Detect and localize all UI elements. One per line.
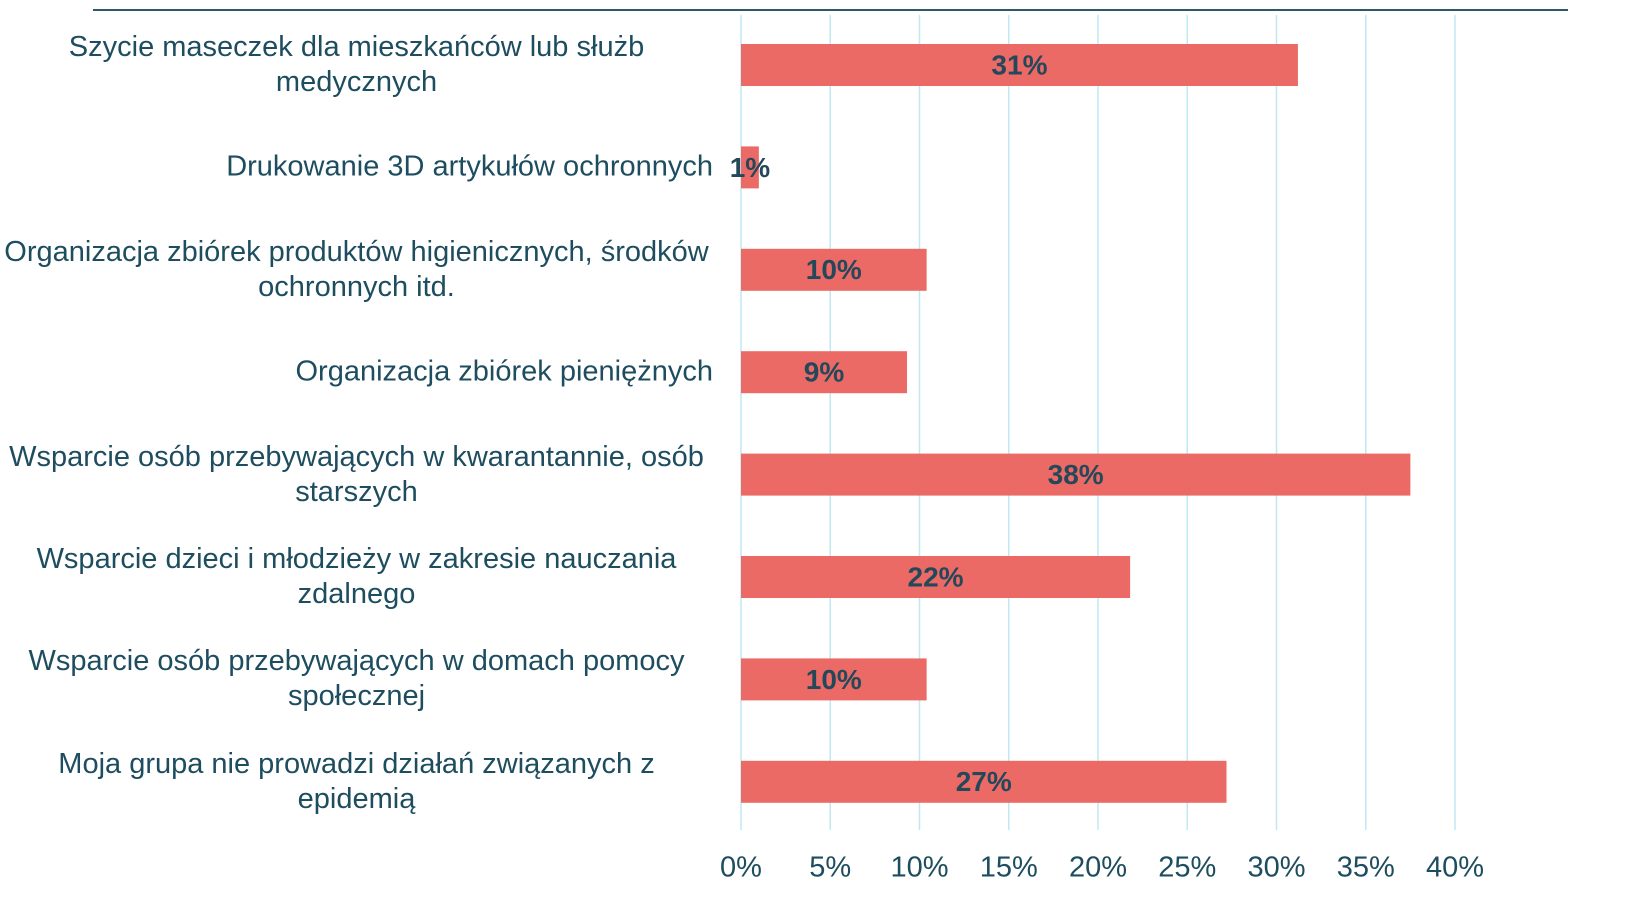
data-label: 38% bbox=[1048, 459, 1104, 490]
category-label: Organizacja zbiórek pieniężnych bbox=[295, 355, 714, 388]
x-tick-label: 20% bbox=[1069, 852, 1127, 884]
x-tick-label: 35% bbox=[1337, 852, 1395, 884]
bar bbox=[741, 556, 1131, 598]
x-tick-label: 10% bbox=[890, 852, 948, 884]
category-label: Moja grupa nie prowadzi działań związany… bbox=[58, 747, 655, 815]
data-label: 10% bbox=[806, 664, 862, 695]
bar bbox=[741, 760, 1227, 803]
bar bbox=[741, 453, 1411, 496]
category-label: Drukowanie 3D artykułów ochronnych bbox=[226, 150, 713, 183]
x-tick-label: 15% bbox=[980, 852, 1038, 884]
bar bbox=[741, 44, 1298, 86]
data-label: 9% bbox=[804, 357, 845, 388]
data-label: 1% bbox=[730, 152, 771, 183]
x-tick-label: 30% bbox=[1247, 852, 1305, 884]
category-label: Szycie maseczek dla mieszkańców lub służ… bbox=[68, 31, 645, 98]
category-label: Wsparcie dzieci i młodzieży w zakresie n… bbox=[36, 543, 677, 610]
bar bbox=[741, 146, 759, 189]
bar bbox=[741, 658, 927, 701]
data-label: 31% bbox=[991, 49, 1047, 80]
data-label: 27% bbox=[956, 766, 1012, 797]
category-label: Organizacja zbiórek produktów higieniczn… bbox=[4, 235, 709, 303]
data-label: 10% bbox=[806, 254, 862, 285]
x-tick-label: 0% bbox=[720, 852, 762, 884]
category-label: Wsparcie osób przebywających w kwarantan… bbox=[9, 440, 704, 508]
data-label: 22% bbox=[908, 561, 964, 592]
bar bbox=[741, 248, 927, 291]
category-label: Wsparcie osób przebywających w domach po… bbox=[28, 645, 685, 713]
x-tick-label: 25% bbox=[1158, 852, 1216, 884]
x-tick-label: 40% bbox=[1426, 852, 1484, 884]
bar bbox=[741, 351, 908, 394]
x-tick-label: 5% bbox=[809, 852, 851, 884]
